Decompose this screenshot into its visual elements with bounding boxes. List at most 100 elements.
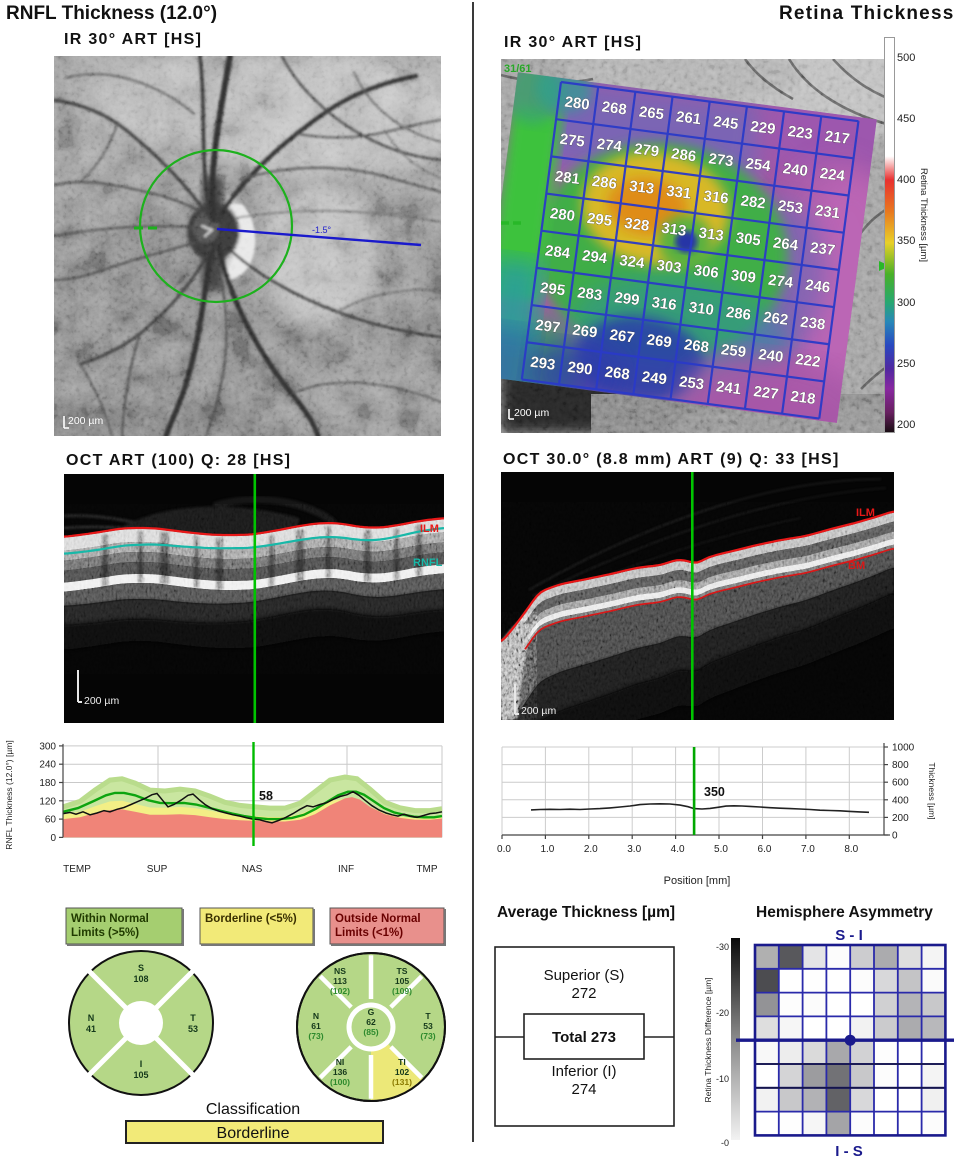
svg-text:310: 310 (688, 299, 715, 319)
svg-text:S - I: S - I (835, 927, 863, 944)
svg-text:S: S (138, 963, 144, 973)
svg-text:(73): (73) (308, 1031, 323, 1041)
svg-text:NI: NI (336, 1057, 345, 1067)
svg-text:238: 238 (799, 314, 826, 334)
svg-text:283: 283 (576, 284, 603, 304)
svg-text:0: 0 (50, 833, 56, 844)
svg-text:282: 282 (740, 192, 767, 212)
svg-text:Outside Normal: Outside Normal (335, 913, 421, 925)
svg-text:Within Normal: Within Normal (71, 913, 149, 925)
svg-text:309: 309 (730, 267, 757, 287)
svg-text:280: 280 (564, 94, 591, 114)
svg-text:108: 108 (133, 974, 148, 984)
svg-text:275: 275 (559, 131, 586, 151)
svg-text:269: 269 (646, 331, 673, 351)
svg-text:293: 293 (529, 354, 556, 374)
svg-text:313: 313 (660, 220, 687, 240)
svg-text:300: 300 (39, 741, 56, 752)
svg-text:120: 120 (39, 796, 56, 807)
svg-text:229: 229 (749, 118, 776, 138)
svg-text:41: 41 (86, 1024, 96, 1034)
svg-text:316: 316 (703, 187, 730, 207)
svg-text:SUP: SUP (147, 864, 168, 875)
svg-text:274: 274 (767, 272, 795, 292)
svg-text:-20: -20 (716, 1008, 729, 1018)
svg-text:241: 241 (715, 378, 742, 398)
svg-text:TMP: TMP (416, 864, 437, 875)
svg-text:253: 253 (678, 373, 705, 393)
svg-text:286: 286 (725, 304, 752, 324)
svg-text:237: 237 (809, 239, 836, 259)
svg-text:274: 274 (596, 135, 624, 155)
svg-text:286: 286 (670, 145, 697, 165)
svg-text:-1.5°: -1.5° (312, 225, 332, 235)
svg-text:N: N (88, 1013, 95, 1023)
svg-text:261: 261 (675, 108, 702, 128)
svg-text:200 µm: 200 µm (84, 695, 119, 707)
svg-text:306: 306 (693, 262, 720, 282)
svg-text:200 µm: 200 µm (514, 407, 549, 419)
svg-text:268: 268 (683, 336, 710, 356)
svg-text:218: 218 (790, 388, 817, 408)
svg-text:ILM: ILM (856, 507, 875, 519)
svg-text:273: 273 (707, 150, 734, 170)
svg-text:60: 60 (45, 815, 57, 826)
svg-text:(100): (100) (330, 1077, 350, 1087)
svg-text:268: 268 (604, 363, 631, 383)
svg-text:0: 0 (892, 831, 898, 842)
svg-text:-30: -30 (716, 942, 729, 952)
svg-text:324: 324 (618, 252, 646, 272)
svg-text:231: 231 (814, 202, 841, 222)
svg-text:280: 280 (549, 205, 576, 225)
svg-text:I - S: I - S (835, 1143, 863, 1158)
svg-text:61: 61 (311, 1021, 321, 1031)
svg-text:-10: -10 (716, 1074, 729, 1084)
svg-text:I: I (140, 1059, 143, 1069)
svg-text:284: 284 (544, 242, 572, 262)
svg-text:53: 53 (188, 1024, 198, 1034)
svg-text:Borderline: Borderline (217, 1125, 290, 1142)
svg-text:N: N (313, 1011, 319, 1021)
svg-text:240: 240 (782, 160, 809, 180)
svg-text:303: 303 (655, 257, 682, 277)
svg-text:294: 294 (581, 247, 609, 267)
svg-text:58: 58 (259, 789, 273, 803)
svg-text:313: 313 (628, 178, 655, 198)
svg-text:Limits (<1%): Limits (<1%) (335, 927, 403, 939)
svg-text:Hemisphere Asymmetry: Hemisphere Asymmetry (756, 904, 933, 921)
svg-text:254: 254 (745, 155, 773, 175)
svg-text:Average Thickness [µm]: Average Thickness [µm] (497, 904, 675, 921)
svg-text:259: 259 (720, 341, 747, 361)
svg-text:31/61: 31/61 (504, 63, 532, 75)
svg-text:3.0: 3.0 (627, 844, 641, 855)
svg-text:272: 272 (571, 985, 596, 1002)
svg-text:BM: BM (848, 560, 865, 572)
svg-text:279: 279 (633, 140, 660, 160)
svg-text:313: 313 (698, 225, 725, 245)
svg-text:INF: INF (338, 864, 354, 875)
svg-text:ILM: ILM (420, 523, 439, 535)
svg-text:(102): (102) (330, 986, 350, 996)
svg-text:200 µm: 200 µm (521, 705, 556, 717)
svg-text:223: 223 (787, 123, 814, 143)
svg-text:TEMP: TEMP (63, 864, 91, 875)
svg-text:TI: TI (398, 1057, 406, 1067)
svg-text:299: 299 (613, 289, 640, 309)
svg-text:316: 316 (651, 294, 678, 314)
svg-text:200 µm: 200 µm (68, 415, 103, 427)
svg-text:274: 274 (571, 1081, 596, 1098)
svg-text:Thickness [µm]: Thickness [µm] (927, 762, 937, 819)
svg-text:305: 305 (735, 229, 762, 249)
svg-text:267: 267 (609, 326, 636, 346)
svg-text:224: 224 (819, 165, 847, 185)
svg-text:180: 180 (39, 778, 56, 789)
svg-text:TS: TS (397, 966, 408, 976)
svg-text:249: 249 (641, 368, 668, 388)
svg-text:295: 295 (586, 210, 613, 230)
svg-text:7.0: 7.0 (801, 844, 815, 855)
svg-text:113: 113 (333, 976, 347, 986)
svg-text:5.0: 5.0 (714, 844, 728, 855)
svg-text:240: 240 (39, 760, 56, 771)
svg-text:246: 246 (804, 276, 831, 296)
svg-text:T: T (190, 1013, 196, 1023)
